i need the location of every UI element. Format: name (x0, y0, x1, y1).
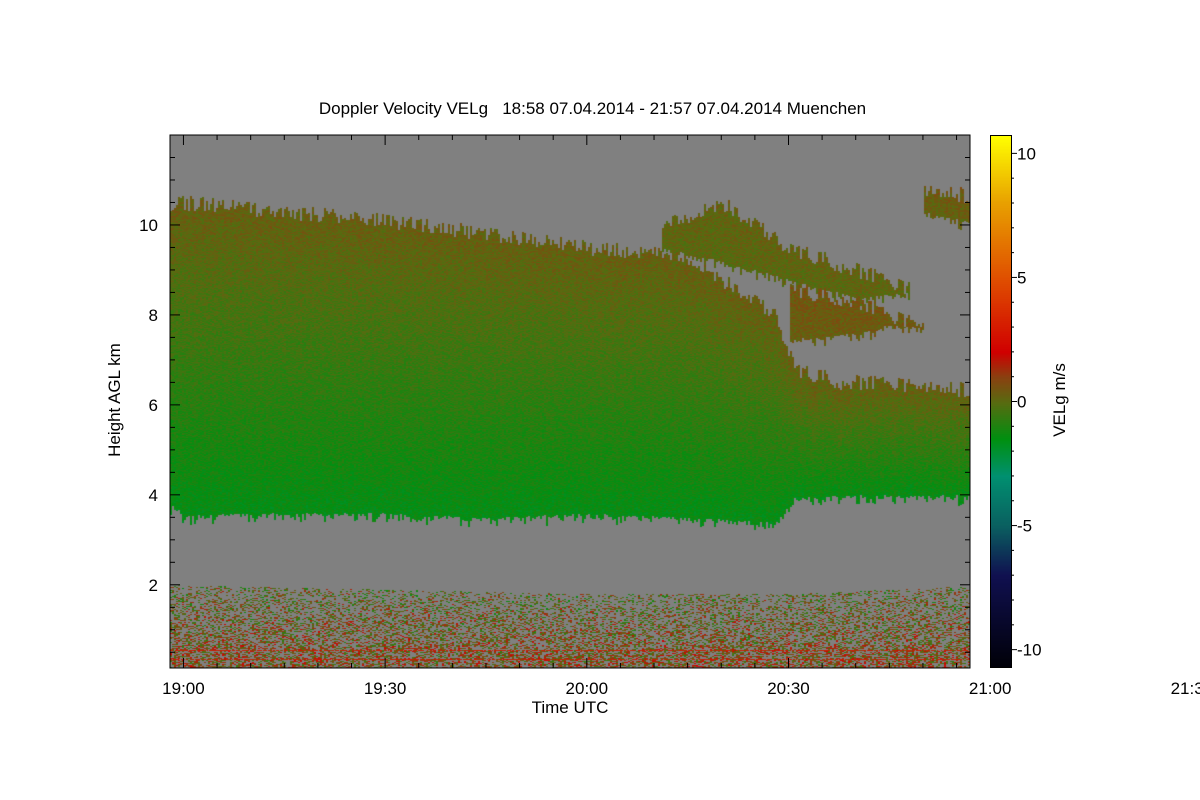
y-tick-label: 4 (149, 486, 158, 505)
x-tick-label: 20:00 (566, 679, 609, 698)
colorbar-tick-label: -10 (1017, 641, 1042, 660)
colorbar-tick-label: 10 (1017, 144, 1036, 163)
x-tick-label: 20:30 (767, 679, 810, 698)
x-tick-label: 21:00 (969, 679, 1012, 698)
y-tick-label: 8 (149, 306, 158, 325)
y-tick-label: 10 (139, 216, 158, 235)
x-tick-label: 19:00 (162, 679, 205, 698)
x-tick-label: 21:30 (1171, 679, 1200, 698)
colorbar (990, 135, 1012, 668)
plot-frame (169, 134, 971, 669)
x-tick-label: 19:30 (364, 679, 407, 698)
y-tick-label: 2 (149, 576, 158, 595)
colorbar-tick-label: 5 (1017, 268, 1026, 287)
velocity-heatmap (170, 135, 970, 668)
y-tick-label: 6 (149, 396, 158, 415)
colorbar-tick-label: 0 (1017, 393, 1026, 412)
colorbar-label: VELg m/s (1050, 363, 1069, 437)
colorbar-tick-label: -5 (1017, 517, 1032, 536)
chart-title: Doppler Velocity VELg 18:58 07.04.2014 -… (318, 99, 867, 118)
y-axis-label: Height AGL km (105, 343, 124, 457)
x-axis-label: Time UTC (531, 698, 609, 717)
